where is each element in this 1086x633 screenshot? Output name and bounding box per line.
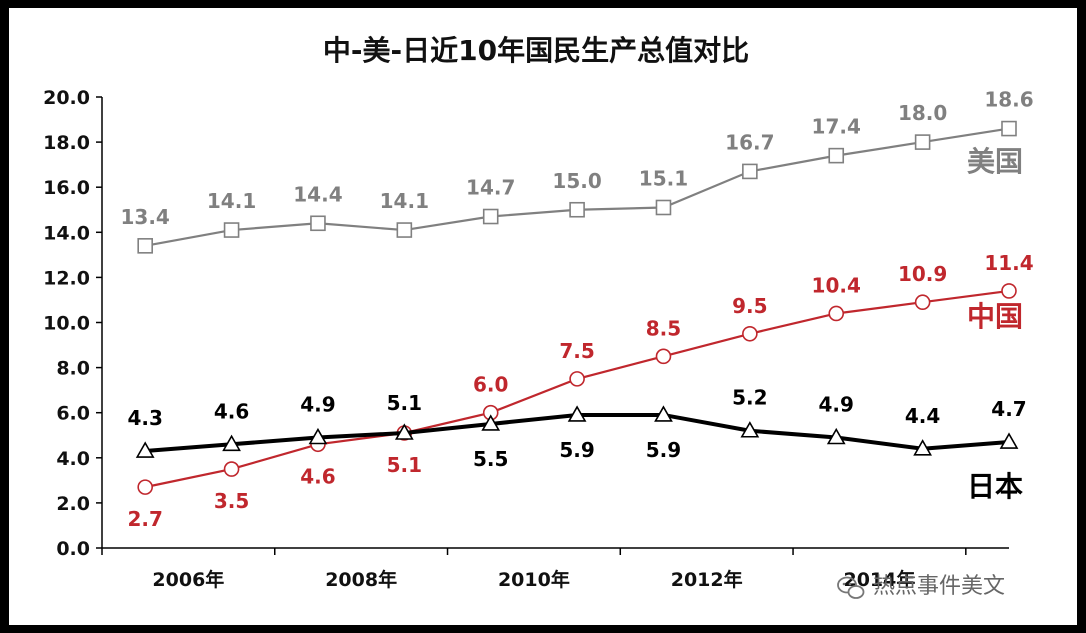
data-point-china (914, 294, 931, 311)
y-tick-label: 16.0 (43, 177, 90, 199)
data-label-usa: 13.4 (121, 205, 170, 229)
data-point-usa (137, 238, 153, 254)
data-label-usa: 14.7 (466, 176, 515, 200)
data-label-china: 11.4 (984, 251, 1033, 275)
x-tick-label: 2010年 (498, 568, 570, 591)
data-label-usa: 17.4 (812, 115, 861, 139)
data-label-usa: 14.4 (293, 182, 342, 206)
data-label-japan: 4.3 (127, 406, 162, 430)
data-label-japan: 5.9 (559, 438, 594, 462)
y-tick-label: 20.0 (43, 87, 90, 109)
wechat-icon (837, 576, 865, 599)
data-label-japan: 4.7 (991, 397, 1026, 421)
data-point-usa (482, 208, 499, 225)
data-point-usa (914, 134, 931, 150)
data-point-japan (826, 427, 846, 445)
data-label-usa: 14.1 (207, 189, 256, 213)
data-label-china: 10.4 (812, 273, 861, 297)
data-label-usa: 16.7 (725, 130, 774, 154)
data-point-japan (567, 405, 587, 422)
data-point-japan (654, 405, 673, 422)
chart-svg: 中-美-日近10年国民生产总值对比 0.0 2.0 4.0 6.0 8.0 10.0 12.… (43, 34, 1034, 599)
x-tick-label: 2012年 (671, 568, 743, 591)
series-name-usa: 美国 (967, 145, 1023, 178)
series-group (135, 120, 1019, 495)
data-point-japan (481, 414, 501, 431)
data-point-usa (742, 163, 758, 180)
data-label-usa: 15.0 (552, 169, 601, 193)
data-label-japan: 5.2 (732, 386, 767, 410)
y-tick-label: 4.0 (56, 448, 90, 470)
data-point-china (137, 479, 153, 495)
data-labels: 13.4 14.1 14.4 14.1 14.7 15.0 15.1 16.7 17.4 18.0… (121, 88, 1034, 532)
y-tick-label: 0.0 (56, 538, 90, 560)
series-name-china: 中国 (967, 300, 1023, 333)
data-label-china: 5.1 (387, 453, 422, 477)
data-point-usa (828, 147, 845, 164)
data-point-china (828, 305, 845, 322)
y-tick-label: 2.0 (56, 493, 90, 515)
data-point-china (742, 325, 758, 342)
y-tick-label: 6.0 (56, 403, 90, 425)
data-point-china (569, 371, 585, 387)
data-point-usa (655, 199, 672, 216)
data-label-china: 3.5 (214, 489, 249, 513)
x-tick-label: 2008年 (325, 568, 397, 591)
data-point-china (223, 461, 240, 477)
data-point-usa (310, 215, 326, 232)
data-point-usa (223, 222, 240, 238)
data-point-japan (913, 439, 932, 456)
data-label-japan: 5.5 (473, 447, 508, 471)
chart-frame: 中-美-日近10年国民生产总值对比 0.0 2.0 4.0 6.0 8.0 10.0 12.… (9, 8, 1077, 625)
data-point-japan (740, 421, 760, 438)
y-tick-label: 12.0 (43, 267, 90, 289)
data-label-china: 6.0 (473, 373, 508, 397)
axes: 0.0 2.0 4.0 6.0 8.0 10.0 12.0 14.0 16.0 18.0 20.0 2… (43, 87, 1009, 591)
data-point-china (1001, 283, 1017, 299)
data-label-china: 10.9 (898, 262, 947, 286)
x-tick-label: 2014年 (843, 568, 915, 591)
data-point-china (655, 348, 672, 365)
data-label-japan: 5.1 (387, 391, 422, 415)
chart-title: 中-美-日近10年国民生产总值对比 (323, 34, 749, 67)
data-point-japan (308, 427, 328, 445)
data-label-china: 9.5 (732, 294, 767, 318)
watermark-text: 热点事件美文 (873, 574, 1005, 599)
data-label-japan: 5.9 (646, 438, 681, 462)
data-label-japan: 4.9 (819, 393, 854, 417)
data-label-japan: 4.6 (214, 399, 249, 423)
data-label-usa: 18.0 (898, 101, 947, 125)
data-point-japan (135, 441, 155, 458)
y-tick-label: 8.0 (56, 358, 90, 380)
data-point-japan (999, 432, 1019, 449)
data-point-usa (396, 222, 413, 238)
data-label-china: 2.7 (127, 507, 162, 531)
data-label-usa: 18.6 (984, 88, 1033, 112)
data-label-china: 4.6 (300, 464, 335, 488)
data-point-japan (222, 434, 241, 452)
y-tick-label: 10.0 (43, 313, 90, 335)
series-name-japan: 日本 (967, 470, 1023, 503)
watermark: 热点事件美文 (837, 574, 1005, 599)
data-label-china: 7.5 (559, 339, 594, 363)
data-label-usa: 15.1 (639, 166, 688, 190)
data-point-japan (394, 423, 414, 440)
data-label-usa: 14.1 (380, 189, 429, 213)
y-tick-label: 18.0 (43, 132, 90, 154)
data-label-japan: 4.9 (300, 393, 335, 417)
data-point-usa (569, 201, 585, 218)
data-label-japan: 4.4 (905, 404, 940, 428)
data-label-china: 8.5 (646, 316, 681, 340)
y-tick-label: 14.0 (43, 222, 90, 244)
x-tick-label: 2006年 (152, 568, 224, 591)
data-point-usa (1001, 120, 1017, 137)
